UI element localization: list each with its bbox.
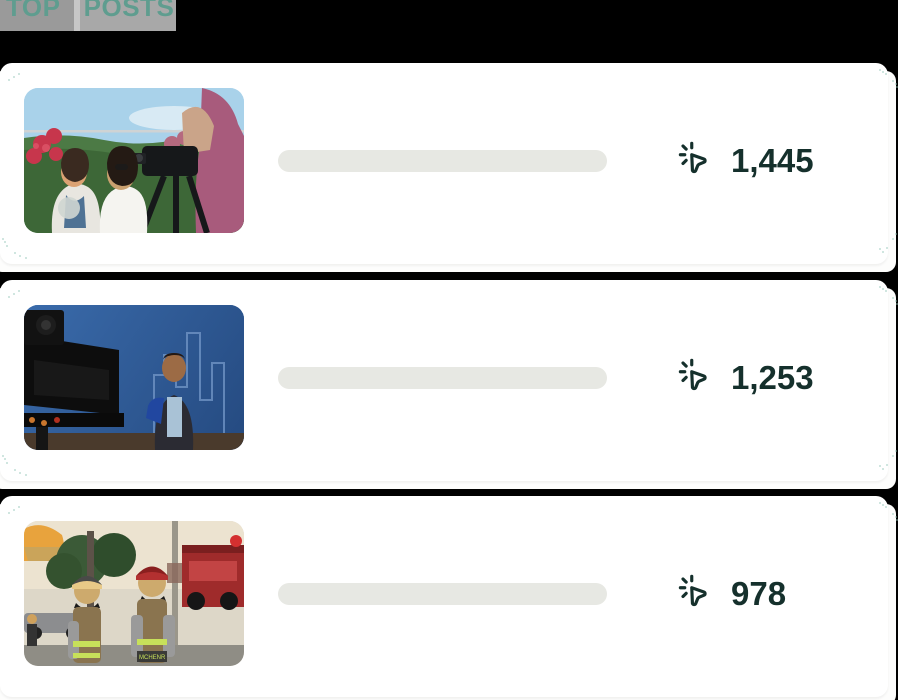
svg-text:MCHENR: MCHENR <box>139 655 166 661</box>
